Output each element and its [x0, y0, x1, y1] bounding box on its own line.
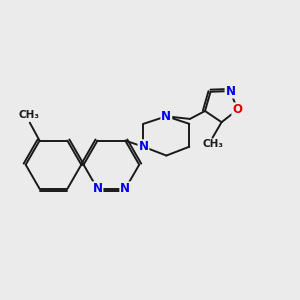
Text: CH₃: CH₃: [202, 140, 224, 149]
Text: N: N: [161, 110, 171, 123]
Text: O: O: [232, 103, 242, 116]
Text: CH₃: CH₃: [18, 110, 39, 120]
Text: N: N: [120, 182, 130, 195]
Text: N: N: [226, 85, 236, 98]
Text: N: N: [139, 140, 148, 153]
Text: N: N: [92, 182, 103, 195]
